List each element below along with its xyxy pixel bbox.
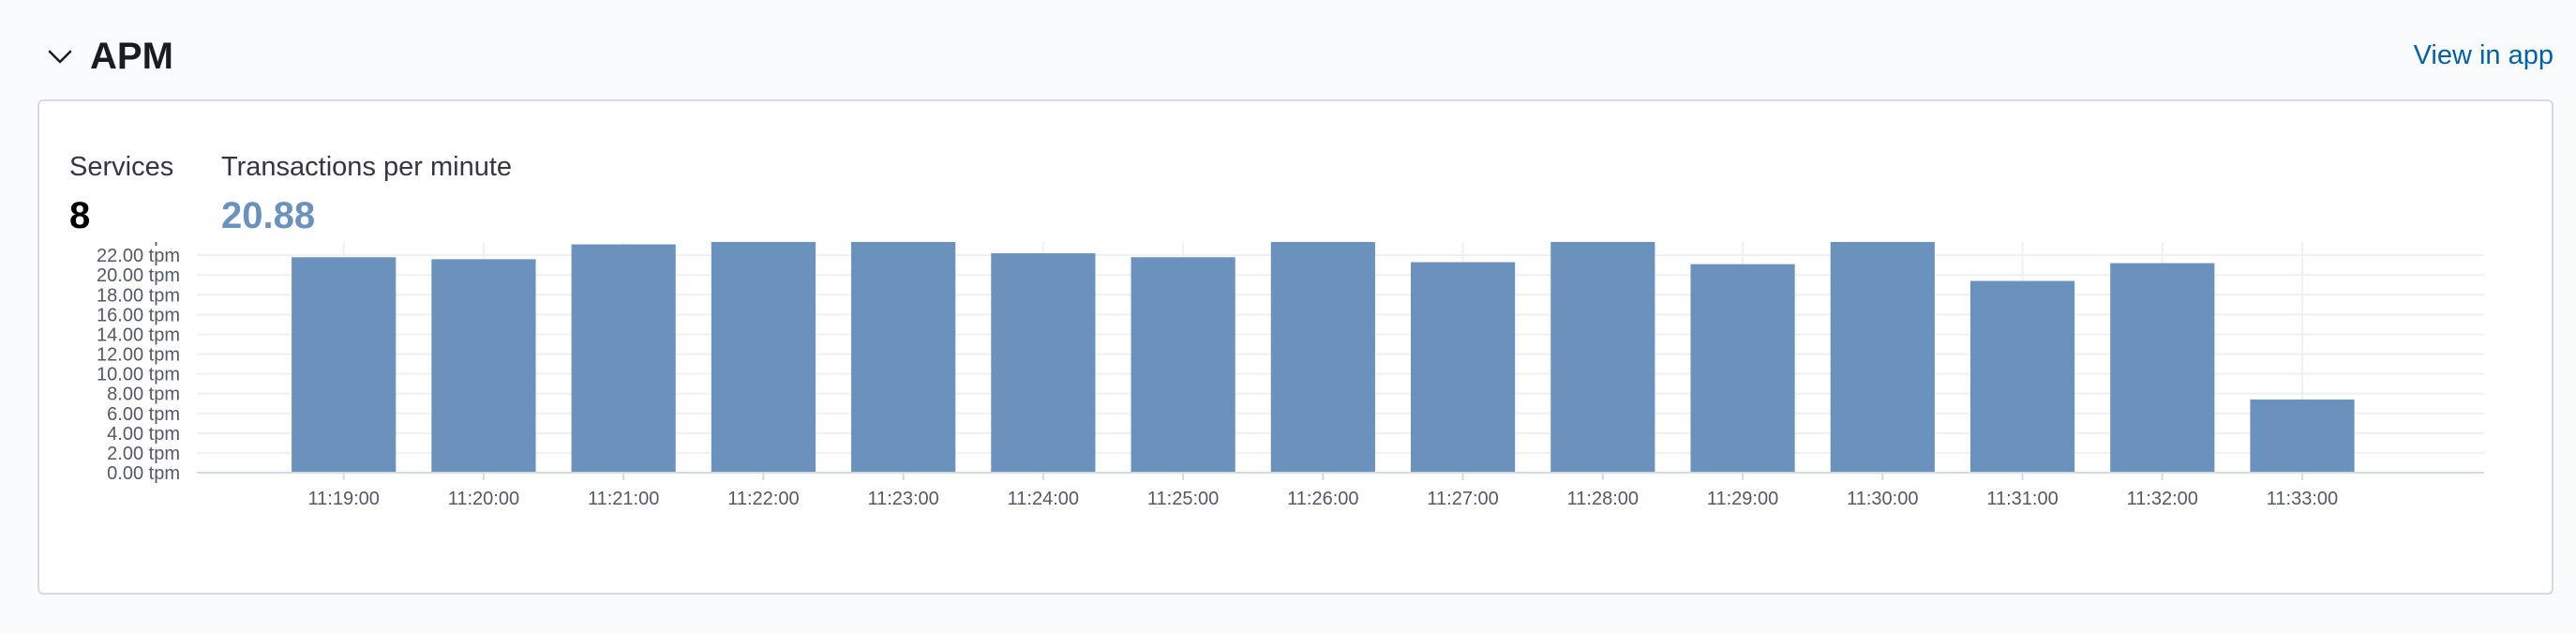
bar (1550, 242, 1655, 473)
x-tick-label: 11:26:00 (1287, 489, 1358, 509)
services-stat: Services 8 (69, 150, 173, 240)
x-tick-label: 11:24:00 (1008, 489, 1079, 509)
bar (1690, 264, 1795, 473)
section-title: APM (90, 36, 173, 77)
tpm-stat: Transactions per minute 20.88 (221, 150, 512, 240)
bar (1969, 280, 2075, 473)
x-tick-label: 11:23:00 (867, 489, 938, 509)
y-tick-label: 10.00 tpm (97, 365, 180, 385)
x-tick-label: 11:20:00 (448, 489, 519, 509)
x-tick-label: 11:19:00 (308, 489, 380, 509)
y-tick-label: 2.00 tpm (107, 444, 180, 464)
bar (2250, 400, 2355, 473)
y-tick-label: 4.00 tpm (107, 424, 180, 445)
y-tick-label: 8.00 tpm (107, 385, 180, 405)
y-tick-label: 18.00 tpm (97, 285, 180, 306)
x-tick-label: 11:22:00 (727, 489, 799, 509)
x-tick-label: 11:28:00 (1567, 489, 1639, 509)
x-tick-label: 11:30:00 (1847, 489, 1918, 509)
bar (292, 257, 397, 473)
apm-panel: Services 8 Transactions per minute 20.88… (37, 99, 2554, 595)
tpm-value: 20.88 (221, 195, 316, 236)
bar (711, 242, 816, 473)
tpm-label: Transactions per minute (221, 152, 513, 182)
x-tick-label: 11:21:00 (588, 489, 659, 509)
y-tick-label: 0.00 tpm (107, 463, 180, 484)
bar (431, 259, 536, 473)
bar (1131, 257, 1236, 473)
view-in-app-link[interactable]: View in app (2413, 40, 2554, 70)
y-tick-label: 16.00 tpm (97, 305, 180, 325)
bar (1270, 242, 1375, 473)
y-tick-label: 12.00 tpm (97, 345, 180, 366)
apm-section-header: APM View in app (41, 28, 2554, 81)
bar (2110, 263, 2215, 473)
x-tick-label: 11:27:00 (1427, 489, 1498, 509)
x-tick-label: 11:31:00 (1986, 489, 2058, 509)
services-value: 8 (69, 195, 91, 236)
bar (851, 242, 956, 473)
x-tick-label: 11:25:00 (1147, 489, 1219, 509)
collapse-toggle[interactable] (41, 38, 79, 75)
x-tick-label: 11:29:00 (1707, 489, 1778, 509)
services-label: Services (69, 152, 174, 182)
bar (1410, 262, 1516, 473)
bar (571, 244, 676, 473)
x-tick-label: 11:33:00 (2267, 489, 2338, 509)
chevron-down-icon (48, 50, 72, 64)
y-tick-label: 14.00 tpm (97, 325, 180, 345)
x-tick-label: 11:32:00 (2127, 489, 2198, 509)
bar (1830, 242, 1935, 473)
y-tick-label: 6.00 tpm (107, 404, 180, 425)
bar (991, 253, 1096, 473)
y-tick-label: 24.00 tpm (97, 242, 180, 247)
y-tick-label: 20.00 tpm (97, 265, 180, 286)
y-tick-label: 22.00 tpm (97, 246, 180, 266)
